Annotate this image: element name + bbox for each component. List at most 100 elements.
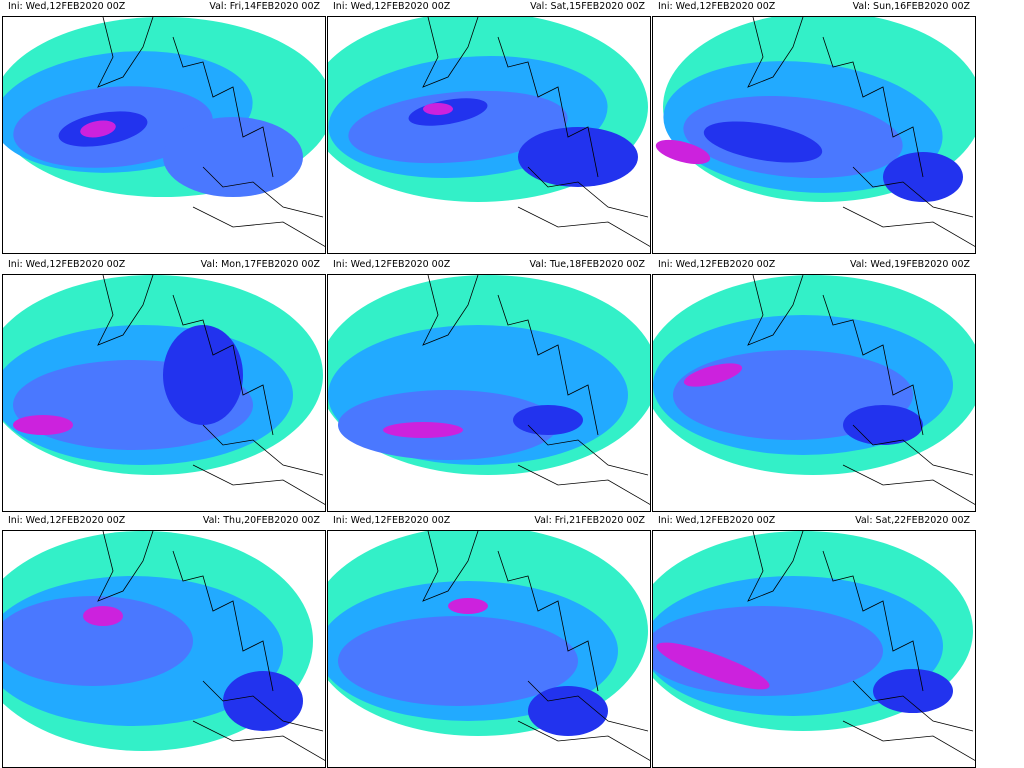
- valid-time-label: Val: Fri,21FEB2020 00Z: [534, 515, 645, 526]
- coastline: [852, 166, 974, 218]
- init-time-label: Ini: Wed,12FEB2020 00Z: [658, 259, 776, 270]
- panel-header: Ini: Wed,12FEB2020 00Z Val: Wed,19FEB202…: [652, 258, 976, 272]
- precipitation-band: [80, 120, 116, 138]
- init-time-label: Ini: Wed,12FEB2020 00Z: [333, 515, 451, 526]
- coastline: [192, 464, 325, 505]
- weather-map: [2, 530, 326, 768]
- precipitation-band: [873, 669, 953, 713]
- precipitation-band: [656, 642, 770, 690]
- weather-map: [652, 274, 976, 512]
- weather-map: [327, 274, 651, 512]
- coastline: [822, 36, 924, 178]
- coastline: [527, 424, 649, 476]
- precipitation-band: [348, 90, 568, 164]
- precipitation-band: [843, 405, 923, 445]
- forecast-panel-3: Ini: Wed,12FEB2020 00Z Val: Sun,16FEB202…: [652, 0, 976, 254]
- valid-time-label: Val: Sat,15FEB2020 00Z: [530, 1, 645, 12]
- panel-header: Ini: Wed,12FEB2020 00Z Val: Sun,16FEB202…: [652, 0, 976, 14]
- map-canvas: [653, 531, 975, 761]
- precipitation-band: [423, 103, 453, 115]
- init-time-label: Ini: Wed,12FEB2020 00Z: [333, 259, 451, 270]
- coastline: [192, 720, 325, 761]
- weather-map: [327, 16, 651, 254]
- forecast-panel-9: Ini: Wed,12FEB2020 00Z Val: Sat,22FEB202…: [652, 514, 976, 768]
- coastline: [527, 680, 649, 732]
- map-canvas: [3, 275, 325, 505]
- weather-map: [2, 274, 326, 512]
- forecast-panel-8: Ini: Wed,12FEB2020 00Z Val: Fri,21FEB202…: [327, 514, 651, 768]
- precipitation-band: [655, 139, 711, 165]
- panel-header: Ini: Wed,12FEB2020 00Z Val: Thu,20FEB202…: [2, 514, 326, 528]
- precipitation-band: [13, 415, 73, 435]
- precipitation-band: [83, 606, 123, 626]
- precipitation-band: [683, 363, 743, 387]
- precipitation-band: [513, 405, 583, 435]
- map-canvas: [328, 531, 650, 761]
- init-time-label: Ini: Wed,12FEB2020 00Z: [658, 1, 776, 12]
- weather-map: [652, 530, 976, 768]
- coastline: [172, 294, 274, 436]
- coastline: [517, 206, 650, 247]
- panel-header: Ini: Wed,12FEB2020 00Z Val: Fri,14FEB202…: [2, 0, 326, 14]
- map-canvas: [3, 17, 325, 247]
- valid-time-label: Val: Wed,19FEB2020 00Z: [849, 259, 970, 270]
- map-canvas: [328, 275, 650, 505]
- coastline: [202, 166, 324, 218]
- coastline: [97, 17, 154, 88]
- precipitation-band: [223, 671, 303, 731]
- precipitation-band: [163, 325, 243, 425]
- forecast-panel-4: Ini: Wed,12FEB2020 00Z Val: Mon,17FEB202…: [2, 258, 326, 512]
- coastline: [747, 275, 804, 346]
- valid-time-label: Val: Fri,14FEB2020 00Z: [209, 1, 320, 12]
- map-canvas: [653, 275, 975, 505]
- valid-time-label: Val: Sun,16FEB2020 00Z: [852, 1, 970, 12]
- panel-header: Ini: Wed,12FEB2020 00Z Val: Tue,18FEB202…: [327, 258, 651, 272]
- coastline: [852, 680, 974, 732]
- precipitation-band: [703, 121, 823, 163]
- forecast-panel-2: Ini: Wed,12FEB2020 00Z Val: Sat,15FEB202…: [327, 0, 651, 254]
- panel-header: Ini: Wed,12FEB2020 00Z Val: Mon,17FEB202…: [2, 258, 326, 272]
- precipitation-band: [163, 117, 303, 197]
- init-time-label: Ini: Wed,12FEB2020 00Z: [8, 1, 126, 12]
- precipitation-band: [528, 686, 608, 736]
- valid-time-label: Val: Sat,22FEB2020 00Z: [855, 515, 970, 526]
- precipitation-band: [383, 422, 463, 438]
- coastline: [202, 680, 324, 732]
- init-time-label: Ini: Wed,12FEB2020 00Z: [8, 259, 126, 270]
- coastline: [842, 206, 975, 247]
- weather-map: [2, 16, 326, 254]
- precipitation-band: [518, 127, 638, 187]
- valid-time-label: Val: Thu,20FEB2020 00Z: [202, 515, 320, 526]
- coastline: [497, 294, 599, 436]
- map-canvas: [3, 531, 325, 761]
- coastline: [842, 720, 975, 761]
- coastline: [202, 424, 324, 476]
- init-time-label: Ini: Wed,12FEB2020 00Z: [8, 515, 126, 526]
- coastline: [517, 720, 650, 761]
- map-canvas: [655, 17, 975, 247]
- coastline: [172, 550, 274, 692]
- coastline: [422, 531, 479, 602]
- coastline: [747, 17, 804, 88]
- panel-header: Ini: Wed,12FEB2020 00Z Val: Fri,21FEB202…: [327, 514, 651, 528]
- coastline: [747, 531, 804, 602]
- coastline: [192, 206, 325, 247]
- coastline: [822, 550, 924, 692]
- coastline: [517, 464, 650, 505]
- coastline: [97, 531, 154, 602]
- forecast-panel-1: Ini: Wed,12FEB2020 00Z Val: Fri,14FEB202…: [2, 0, 326, 254]
- weather-map: [652, 16, 976, 254]
- weather-map: [327, 530, 651, 768]
- coastline: [97, 275, 154, 346]
- valid-time-label: Val: Mon,17FEB2020 00Z: [200, 259, 320, 270]
- init-time-label: Ini: Wed,12FEB2020 00Z: [333, 1, 451, 12]
- precipitation-band: [3, 596, 193, 686]
- forecast-panel-7: Ini: Wed,12FEB2020 00Z Val: Thu,20FEB202…: [2, 514, 326, 768]
- coastline: [422, 275, 479, 346]
- precipitation-band: [448, 598, 488, 614]
- coastline: [822, 294, 924, 436]
- forecast-panel-5: Ini: Wed,12FEB2020 00Z Val: Tue,18FEB202…: [327, 258, 651, 512]
- precipitation-band: [338, 616, 578, 706]
- coastline: [842, 464, 975, 505]
- coastline: [172, 36, 274, 178]
